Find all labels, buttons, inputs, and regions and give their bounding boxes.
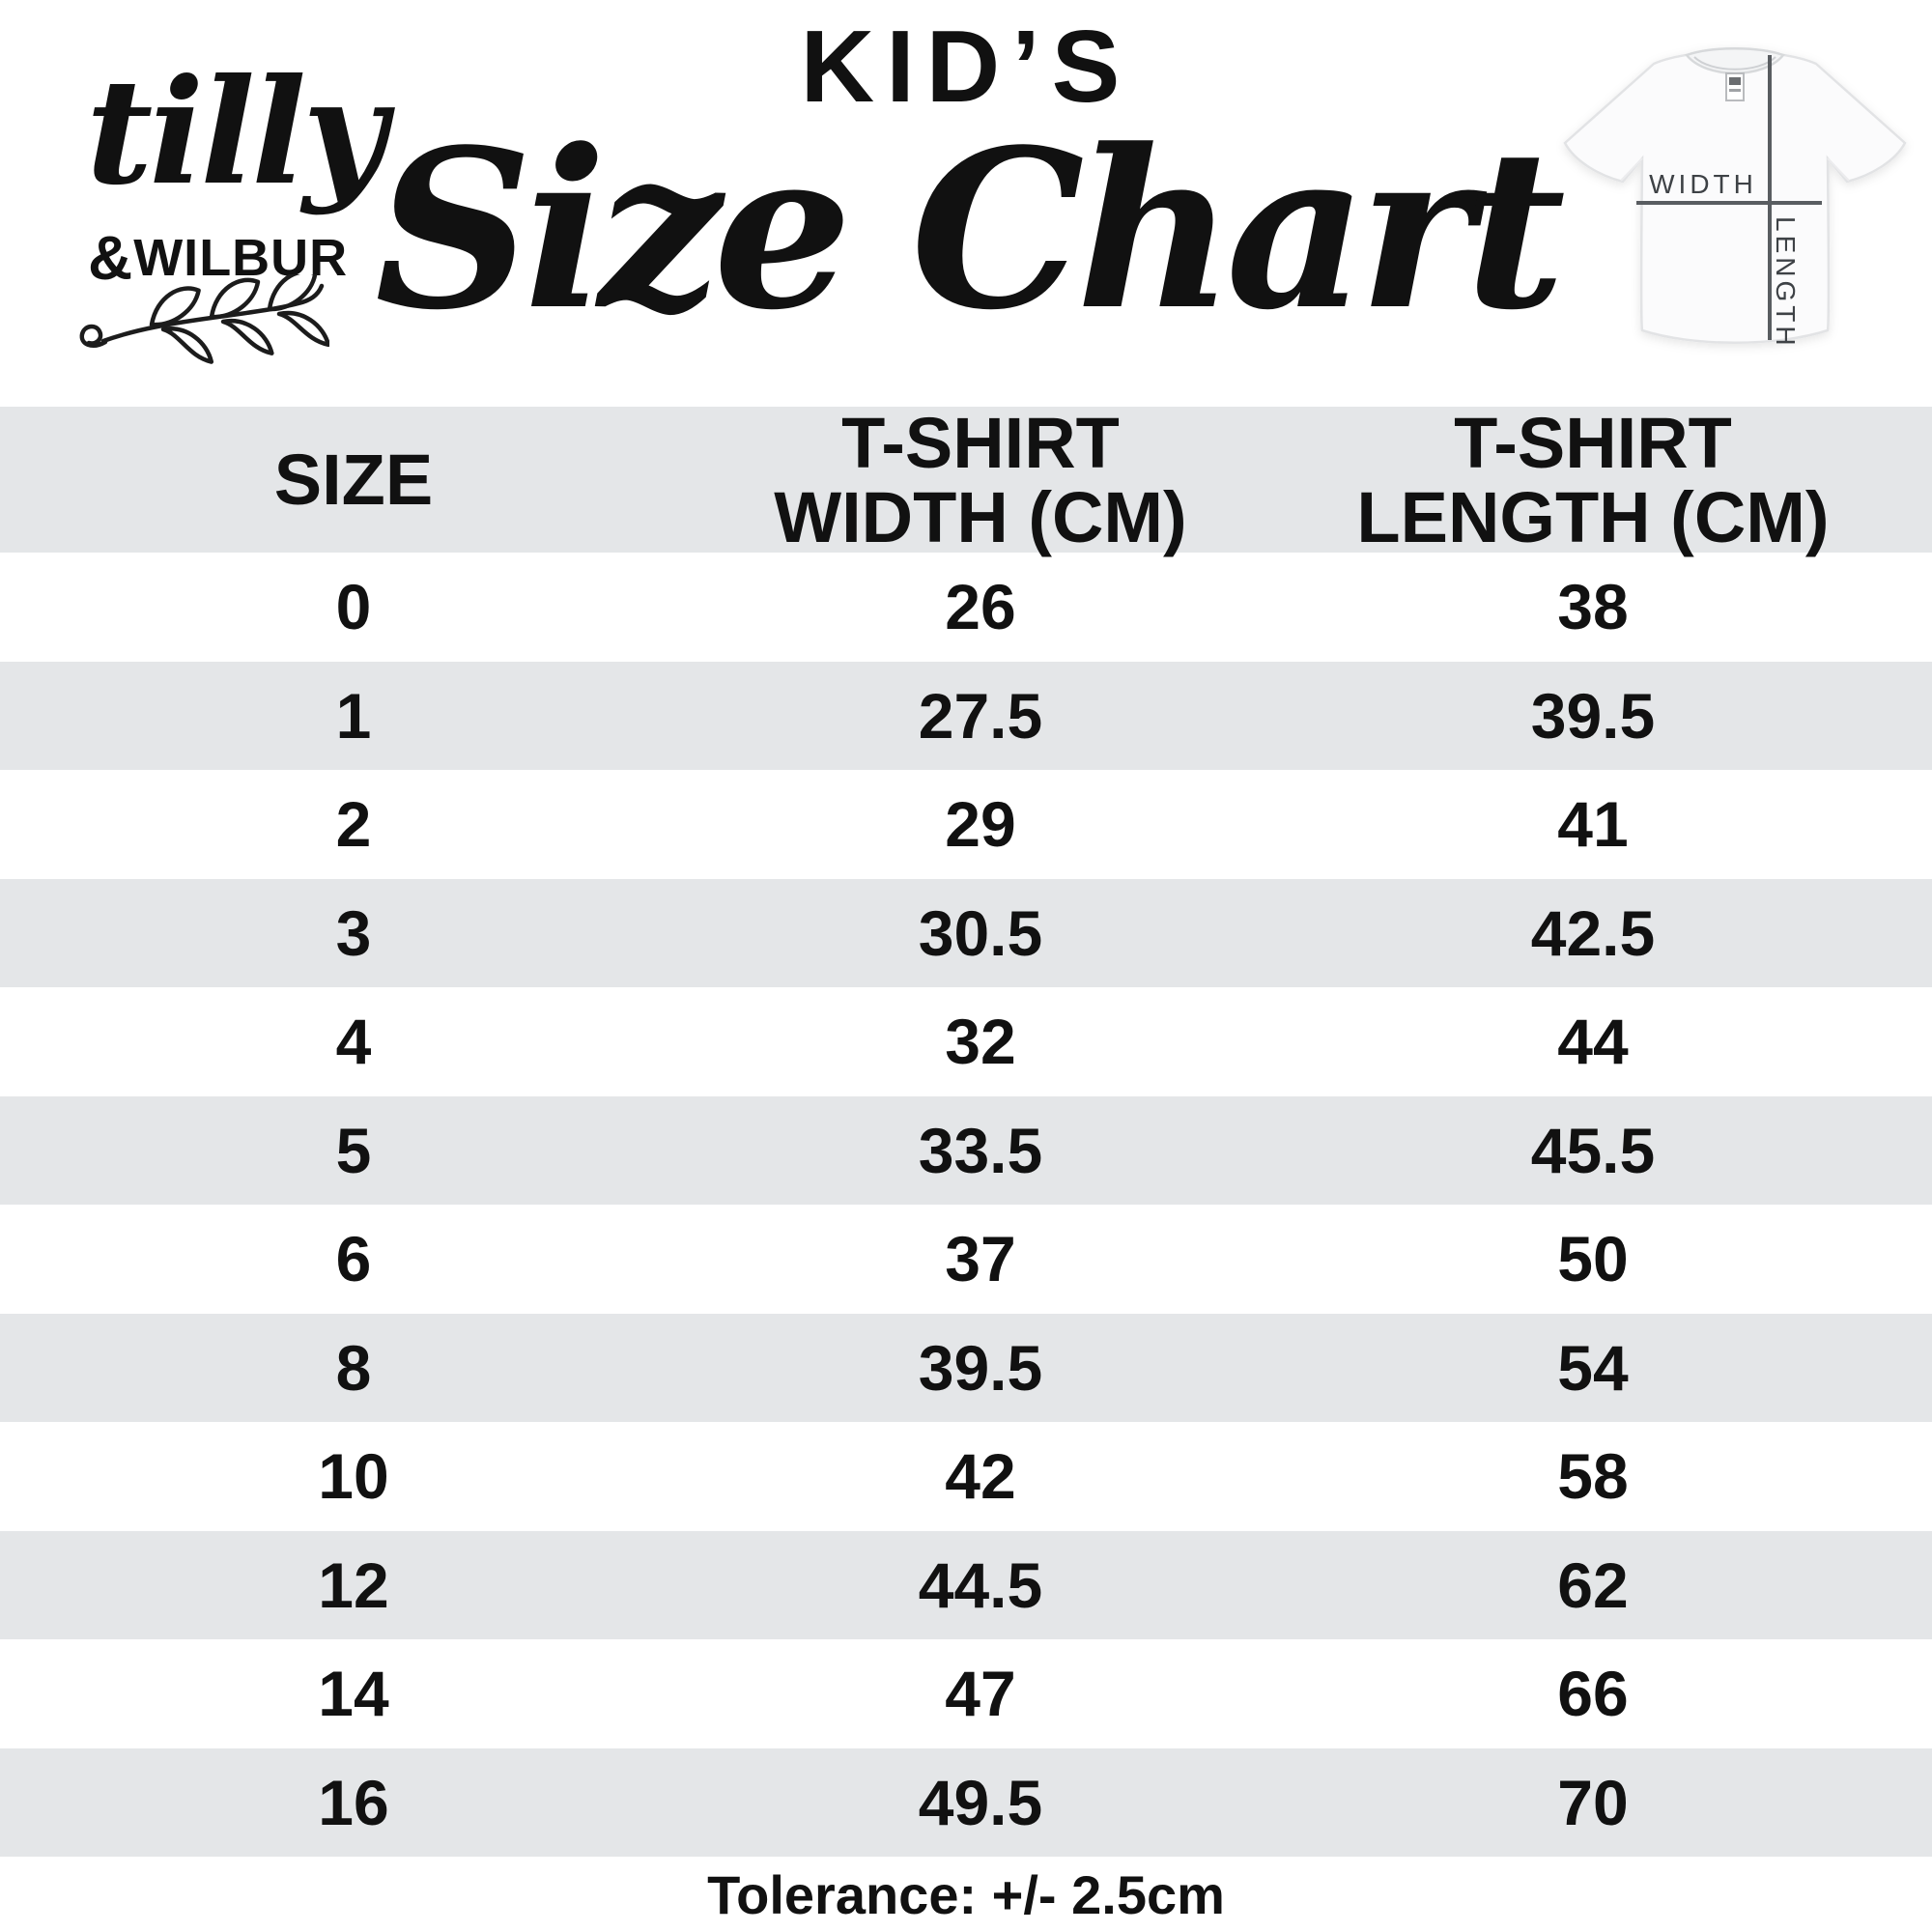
length-value: 66 (1557, 1658, 1629, 1730)
length-value: 39.5 (1530, 679, 1656, 752)
table-row: 4 32 44 (0, 987, 1932, 1096)
width-value: 37 (945, 1223, 1016, 1295)
width-value: 33.5 (918, 1114, 1043, 1186)
size-value: 6 (335, 1223, 372, 1295)
size-value: 1 (335, 679, 372, 752)
width-value: 29 (945, 788, 1016, 861)
size-value: 10 (318, 1440, 389, 1513)
size-value: 8 (335, 1331, 372, 1404)
length-value: 42.5 (1530, 896, 1656, 969)
table-row: 8 39.5 54 (0, 1313, 1932, 1422)
length-value: 38 (1557, 571, 1629, 643)
brand-name-script: tilly (86, 47, 386, 217)
size-value: 3 (335, 896, 372, 969)
size-table: SIZE T-SHIRT WIDTH (CM) T-SHIRT LENGTH (… (0, 403, 1932, 1857)
width-value: 26 (945, 571, 1016, 643)
table-header-row: SIZE T-SHIRT WIDTH (CM) T-SHIRT LENGTH (… (0, 403, 1932, 557)
size-value: 5 (335, 1114, 372, 1186)
table-row: 5 33.5 45.5 (0, 1095, 1932, 1205)
table-row: 12 44.5 62 (0, 1530, 1932, 1639)
length-value: 54 (1557, 1331, 1629, 1404)
table-row: 0 26 38 (0, 553, 1932, 662)
width-value: 30.5 (918, 896, 1043, 969)
table-row: 6 37 50 (0, 1205, 1932, 1314)
column-header-size: SIZE (273, 440, 434, 521)
width-value: 27.5 (918, 679, 1043, 752)
width-value: 42 (945, 1440, 1016, 1513)
table-row: 14 47 66 (0, 1639, 1932, 1748)
laurel-branch-icon (79, 274, 329, 375)
length-value: 58 (1557, 1440, 1629, 1513)
length-value: 62 (1557, 1548, 1629, 1621)
length-value: 45.5 (1530, 1114, 1656, 1186)
tolerance-note: Tolerance: +/- 2.5cm (707, 1863, 1225, 1925)
length-label: LENGTH (1771, 216, 1801, 350)
brand-logo: tilly &WILBUR (72, 39, 386, 367)
table-row: 3 30.5 42.5 (0, 878, 1932, 987)
column-header-length: T-SHIRT LENGTH (CM) (1356, 403, 1830, 557)
length-value: 44 (1557, 1006, 1629, 1078)
table-row: 1 27.5 39.5 (0, 661, 1932, 770)
size-value: 0 (335, 571, 372, 643)
size-value: 14 (318, 1658, 389, 1730)
width-label: WIDTH (1649, 169, 1757, 199)
brand-name-caps-text: WILBUR (133, 229, 349, 287)
table-body: 0 26 38 1 27.5 39.5 2 29 41 3 30.5 42.5 (0, 553, 1932, 1857)
length-value: 50 (1557, 1223, 1629, 1295)
length-value: 70 (1557, 1766, 1629, 1838)
size-value: 16 (318, 1766, 389, 1838)
ampersand: & (88, 223, 134, 293)
size-value: 12 (318, 1548, 389, 1621)
tshirt-body (1563, 50, 1907, 344)
width-value: 32 (945, 1006, 1016, 1078)
size-value: 4 (335, 1006, 372, 1078)
table-row: 2 29 41 (0, 770, 1932, 879)
size-value: 2 (335, 788, 372, 861)
length-value: 41 (1557, 788, 1629, 861)
column-header-width: T-SHIRT WIDTH (CM) (774, 403, 1187, 557)
brand-name-caps: &WILBUR (88, 222, 348, 294)
table-row: 16 49.5 70 (0, 1747, 1932, 1857)
tshirt-collar (1684, 47, 1786, 74)
width-value: 39.5 (918, 1331, 1043, 1404)
width-value: 44.5 (918, 1548, 1043, 1621)
table-row: 10 42 58 (0, 1422, 1932, 1531)
neck-label-tag (1725, 72, 1745, 101)
width-value: 47 (945, 1658, 1016, 1730)
width-value: 49.5 (918, 1766, 1043, 1838)
tshirt-measurement-diagram: WIDTH LENGTH (1563, 47, 1907, 350)
